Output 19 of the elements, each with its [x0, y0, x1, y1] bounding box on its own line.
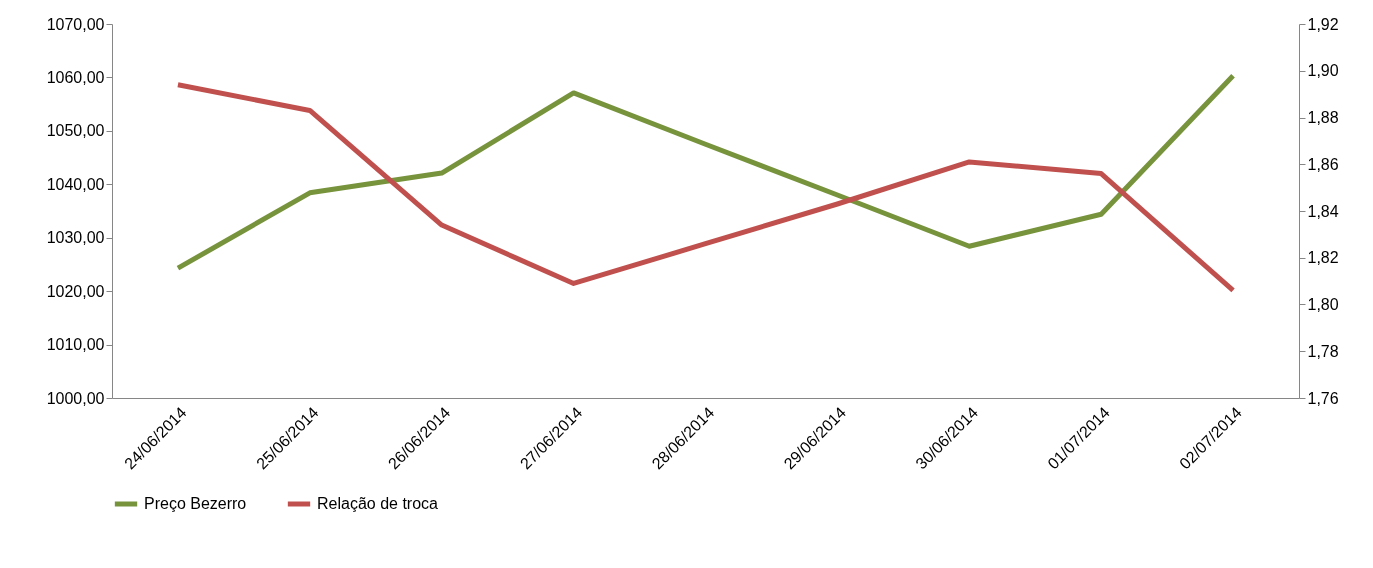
- y2-tick-label: 1,88: [1307, 109, 1339, 126]
- y-tick-label: 1060,00: [46, 68, 105, 86]
- y-tick-label: 1020,00: [46, 282, 105, 300]
- y-tick-label: 1040,00: [46, 175, 105, 193]
- y2-tick-label: 1,90: [1307, 62, 1339, 80]
- legend-label: Relação de troca: [317, 495, 439, 512]
- y2-tick-label: 1,76: [1307, 389, 1339, 407]
- y2-tick-label: 1,86: [1307, 155, 1339, 173]
- y-tick-label: 1000,00: [46, 389, 105, 407]
- y-tick-label: 1010,00: [46, 336, 105, 354]
- y-tick-label: 1050,00: [46, 122, 105, 140]
- y-tick-label: 1070,00: [46, 15, 105, 33]
- y-tick-label: 1030,00: [46, 229, 105, 247]
- y2-tick-label: 1,84: [1307, 202, 1339, 220]
- y2-tick-label: 1,80: [1307, 296, 1339, 313]
- y2-tick-label: 1,92: [1307, 15, 1339, 33]
- y2-tick-label: 1,82: [1307, 249, 1339, 267]
- legend-label: Preço Bezerro: [144, 495, 247, 512]
- y2-tick-label: 1,78: [1307, 342, 1339, 360]
